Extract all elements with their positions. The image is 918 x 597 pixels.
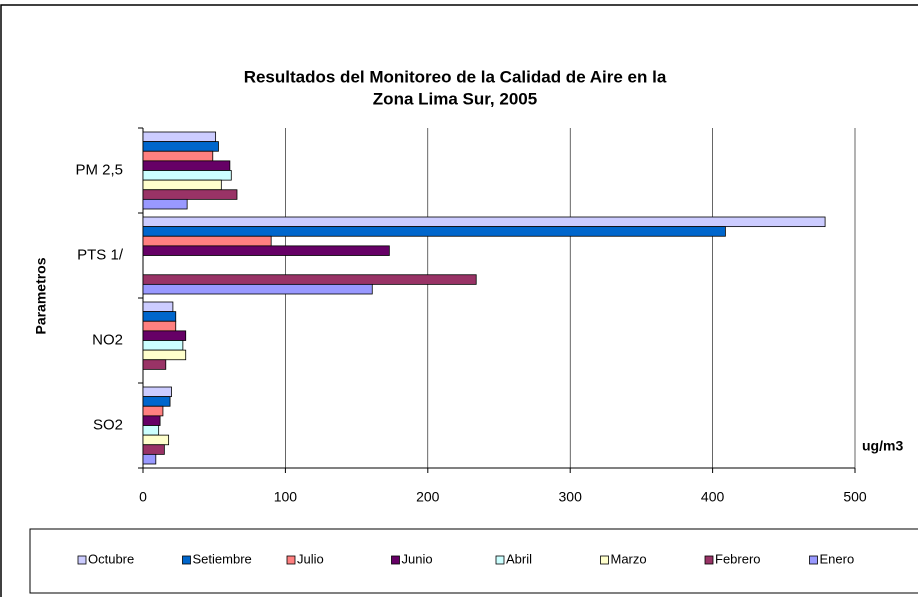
bar (142, 301, 174, 313)
legend-label: Marzo (611, 551, 647, 566)
x-unit-label: ug/m3 (862, 438, 903, 454)
y-axis-label: Parametros (33, 257, 49, 334)
bar (142, 170, 232, 181)
legend-swatch (391, 555, 400, 565)
bar (142, 349, 187, 361)
x-tick-label: 200 (416, 489, 440, 505)
bar (142, 283, 373, 295)
legend-label: Enero (820, 551, 855, 566)
bar (142, 216, 826, 228)
y-tick-label: PTS 1/ (77, 246, 124, 263)
bar (142, 425, 160, 436)
legend-box (29, 528, 918, 594)
bar (142, 330, 187, 341)
bar (142, 320, 177, 332)
x-tick-label: 0 (139, 489, 147, 505)
bar (142, 453, 157, 465)
bar (142, 311, 177, 322)
bar (142, 141, 219, 152)
bar (142, 359, 167, 370)
legend-swatch (809, 555, 818, 565)
legend-swatch (182, 555, 191, 565)
bar (142, 179, 222, 191)
legend-swatch (495, 555, 505, 565)
bar (142, 415, 161, 426)
bar (142, 245, 390, 256)
bar (142, 226, 726, 237)
legend-label: Julio (297, 551, 324, 566)
y-tick-label: NO2 (92, 331, 123, 348)
y-tick-label: SO2 (93, 416, 123, 433)
y-tick-label: PM 2,5 (75, 161, 123, 178)
chart-title: Zona Lima Sur, 2005 (373, 89, 537, 108)
bar (142, 340, 184, 351)
legend-swatch (77, 555, 87, 565)
chart-frame (0, 4, 918, 597)
legend-label: Febrero (715, 551, 761, 566)
bar (142, 150, 214, 162)
x-tick-label: 500 (843, 489, 867, 505)
bar (142, 434, 170, 446)
bar (142, 386, 172, 398)
bar (142, 235, 272, 247)
legend-swatch (704, 555, 714, 565)
legend-swatch (600, 555, 609, 565)
x-tick-label: 400 (701, 489, 725, 505)
legend-swatch (286, 555, 296, 565)
bar (142, 189, 238, 200)
bar (142, 131, 217, 143)
legend-label: Abril (506, 551, 532, 566)
x-tick-label: 100 (274, 489, 298, 505)
bar (142, 160, 231, 171)
bar (142, 396, 171, 407)
bar (142, 274, 477, 285)
bar (142, 444, 165, 455)
legend-label: Junio (402, 551, 433, 566)
chart-title: Resultados del Monitoreo de la Calidad d… (244, 67, 667, 86)
x-tick-label: 300 (559, 489, 583, 505)
legend-label: Octubre (88, 551, 134, 566)
bar (142, 405, 164, 417)
bar (142, 198, 188, 210)
legend-label: Setiembre (193, 551, 252, 566)
